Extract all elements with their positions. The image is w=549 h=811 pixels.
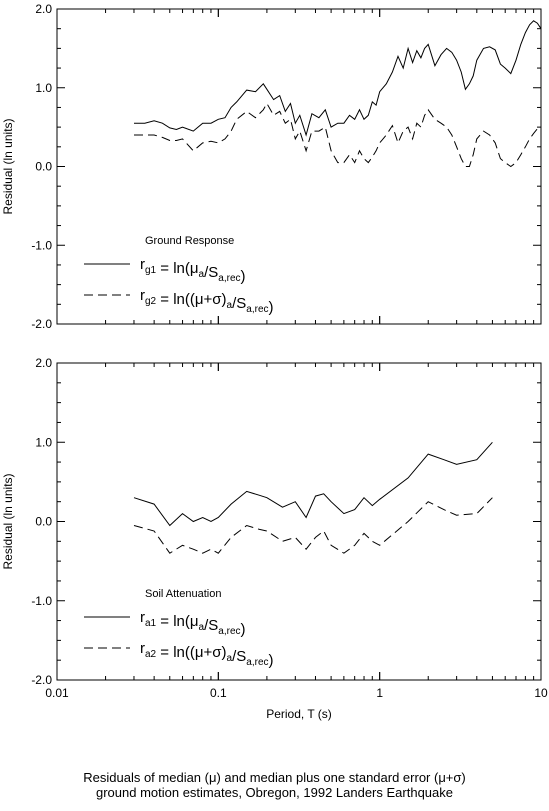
caption-line-2: ground motion estimates, Obregon, 1992 L… xyxy=(95,785,453,800)
top-series-1-line xyxy=(134,20,542,137)
legend-text: /S xyxy=(232,648,246,665)
bottom-plot-frame xyxy=(56,362,542,681)
legend-text: r xyxy=(140,287,145,304)
top-y-axis-label: Residual (ln units) xyxy=(1,118,15,214)
legend-text: /S xyxy=(232,295,246,312)
top-legend-label-2: rg2 = ln((μ+σ)a/Sa,rec) xyxy=(140,287,274,316)
bottom-legend-title: Soil Attenuation xyxy=(145,588,221,600)
bottom-series-2-line xyxy=(133,497,493,554)
legend-text: = ln((μ+σ) xyxy=(156,291,226,308)
bottom-y-tick-label: -1.0 xyxy=(31,594,52,608)
legend-subscript: g1 xyxy=(145,265,157,276)
top-series-2-line xyxy=(134,102,542,168)
legend-subscript: a1 xyxy=(145,618,157,629)
legend-text: r xyxy=(140,256,145,273)
legend-subscript: a2 xyxy=(145,649,157,660)
bottom-y-tick-label: 0.0 xyxy=(35,515,52,529)
legend-subscript: a,rec xyxy=(246,657,268,668)
bottom-x-tick-label: 0.01 xyxy=(45,686,69,700)
top-y-tick-label: -2.0 xyxy=(31,317,52,331)
bottom-series-1-line xyxy=(133,441,493,527)
legend-text: = ln(μ xyxy=(156,260,198,277)
legend-subscript: g2 xyxy=(145,296,157,307)
legend-text: = ln((μ+σ) xyxy=(156,644,226,661)
top-legend-label-1: rg1 = ln(μa/Sa,rec) xyxy=(140,256,246,285)
bottom-x-axis-label: Period, T (s) xyxy=(266,707,332,721)
legend-subscript: a xyxy=(227,300,233,311)
top-y-tick-label: 1.0 xyxy=(35,81,52,95)
legend-subscript: a,rec xyxy=(246,304,268,315)
legend-text: = ln(μ xyxy=(156,613,198,630)
top-y-tick-label: -1.0 xyxy=(31,238,52,252)
legend-text: /S xyxy=(204,617,218,634)
top-y-tick-label: 0.0 xyxy=(35,160,52,174)
bottom-legend-label-1: ra1 = ln(μa/Sa,rec) xyxy=(140,609,246,638)
top-legend-title: Ground Response xyxy=(145,235,234,247)
legend-text: /S xyxy=(204,264,218,281)
bottom-x-tick-label: 1 xyxy=(376,686,383,700)
legend-text: ) xyxy=(241,621,246,638)
caption-line-1: Residuals of median (μ) and median plus … xyxy=(83,770,466,785)
legend-text: ) xyxy=(269,299,274,316)
bottom-panel: 2.0 1.0 0.0 -1.0 -2.00.01 0.1 1 10 Period, T (s)… xyxy=(1,356,548,721)
legend-text: r xyxy=(140,609,145,626)
legend-subscript: a xyxy=(227,653,233,664)
bottom-x-tick-label: 10 xyxy=(534,686,548,700)
bottom-x-tick-label: 0.1 xyxy=(210,686,227,700)
legend-text: r xyxy=(140,640,145,657)
figure-caption: Residuals of median (μ) and median plus … xyxy=(0,770,549,800)
bottom-y-tick-label: 1.0 xyxy=(35,435,52,449)
bottom-y-axis-label: Residual (ln units) xyxy=(1,473,15,569)
bottom-y-tick-label: -2.0 xyxy=(31,673,52,687)
top-panel: 2.0 1.0 0.0 -1.0 -2.0 Residual (ln units) Grou… xyxy=(1,2,542,331)
legend-text: ) xyxy=(241,268,246,285)
top-y-tick-label: 2.0 xyxy=(35,2,52,16)
legend-subscript: a,rec xyxy=(218,273,240,284)
bottom-legend-label-2: ra2 = ln((μ+σ)a/Sa,rec) xyxy=(140,640,274,669)
legend-subscript: a xyxy=(199,269,205,280)
legend-subscript: a xyxy=(199,622,205,633)
legend-text: ) xyxy=(269,652,274,669)
bottom-y-tick-label: 2.0 xyxy=(35,356,52,370)
legend-subscript: a,rec xyxy=(218,626,240,637)
